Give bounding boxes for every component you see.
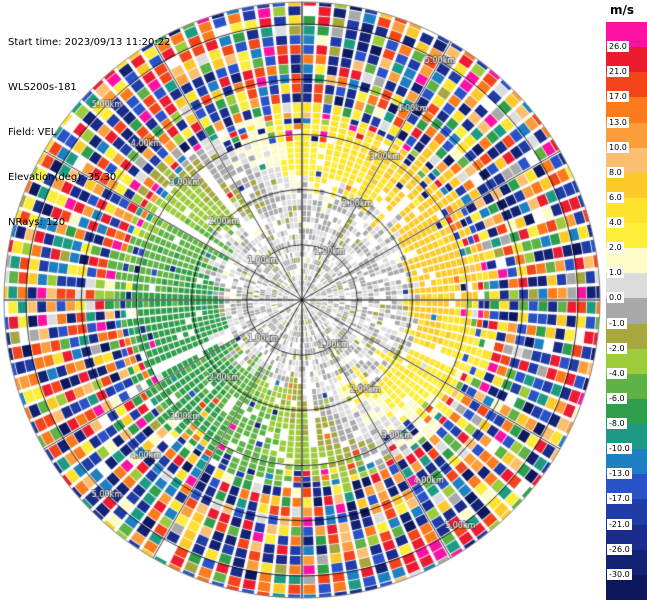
- colorbar-tick-label: 21.0: [607, 66, 629, 78]
- colorbar-tick-label: 1.0: [607, 267, 624, 279]
- colorbar-tick-label: 26.0: [607, 41, 629, 53]
- instrument-label: WLS200s-181: [8, 82, 77, 93]
- colorbar-tick-label: 0.0: [607, 292, 624, 304]
- colorbar-tick-label: -30.0: [607, 568, 632, 580]
- colorbar-tick-label: 10.0: [607, 141, 629, 153]
- radar-ppi-plot: [0, 0, 607, 607]
- field-label: Field: VEL: [8, 127, 57, 138]
- colorbar-tick-label: -8.0: [607, 418, 627, 430]
- nrays-label: NRays: 120: [8, 217, 66, 228]
- colorbar-gradient: [606, 22, 647, 600]
- colorbar-tick-label: -26.0: [607, 543, 632, 555]
- colorbar-tick-label: 6.0: [607, 191, 624, 203]
- colorbar-tick-label: -13.0: [607, 468, 632, 480]
- colorbar-tick-label: 13.0: [607, 116, 629, 128]
- colorbar: m/s 26.0 21.0 17.0 13.0 10.0 8.0 6.0 4.0 2.0 1.0 0…: [601, 0, 647, 607]
- colorbar-tick-label: -4.0: [607, 367, 627, 379]
- start-time-label: Start time: 2023/09/13 11:20:22: [8, 37, 171, 48]
- colorbar-tick-label: 17.0: [607, 91, 629, 103]
- colorbar-tick-label: -1.0: [607, 317, 627, 329]
- colorbar-tick-label: -21.0: [607, 518, 632, 530]
- colorbar-tick-label: -6.0: [607, 392, 627, 404]
- colorbar-tick-label: 8.0: [607, 166, 624, 178]
- plot-header: Start time: 2023/09/13 11:20:22 WLS200s-…: [8, 5, 170, 245]
- colorbar-tick-label: -2.0: [607, 342, 627, 354]
- colorbar-tick-label: 4.0: [607, 217, 624, 229]
- elevation-label: Elevation(deg): 35.30: [8, 172, 117, 183]
- colorbar-tick-label: 2.0: [607, 242, 624, 254]
- colorbar-tick-label: -17.0: [607, 493, 632, 505]
- colorbar-title: m/s: [610, 3, 635, 17]
- colorbar-tick-label: -10.0: [607, 443, 632, 455]
